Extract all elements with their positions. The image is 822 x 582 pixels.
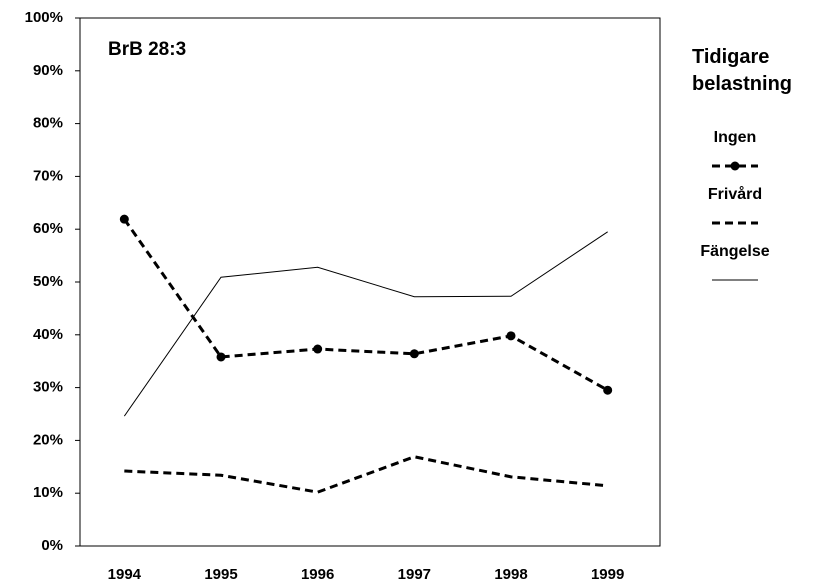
y-tick-label: 60% xyxy=(33,220,63,237)
marker xyxy=(506,331,516,341)
y-tick-label: 80% xyxy=(33,115,63,132)
x-tick-label: 1999 xyxy=(591,566,624,582)
x-tick-label: 1998 xyxy=(494,566,527,582)
annotation: BrB 28:3 xyxy=(108,39,186,60)
marker xyxy=(216,352,226,362)
x-tick-label: 1994 xyxy=(108,566,142,582)
marker xyxy=(409,349,419,359)
y-tick-label: 30% xyxy=(33,379,63,396)
x-tick-label: 1997 xyxy=(398,566,431,582)
x-tick-label: 1995 xyxy=(204,566,237,582)
marker xyxy=(313,344,323,354)
marker xyxy=(603,385,613,395)
legend-title: Tidigare belastning xyxy=(692,46,793,95)
y-tick-label: 70% xyxy=(33,167,63,184)
y-tick-label: 20% xyxy=(33,431,63,448)
series-line xyxy=(123,218,609,392)
legend-marker xyxy=(730,161,740,171)
y-tick-label: 0% xyxy=(41,537,63,554)
y-tick-label: 50% xyxy=(33,273,63,290)
x-tick-label: 1996 xyxy=(301,566,334,582)
y-tick-label: 100% xyxy=(25,9,63,26)
marker xyxy=(119,214,129,224)
legend-label: Frivård xyxy=(708,185,762,203)
legend-label: Ingen xyxy=(714,129,757,146)
legend-label: Fängelse xyxy=(700,243,769,260)
series-line xyxy=(124,455,608,494)
y-tick-label: 40% xyxy=(33,326,63,343)
y-tick-label: 10% xyxy=(33,484,63,501)
series-line xyxy=(123,231,608,417)
plot-frame xyxy=(79,17,661,547)
y-tick-label: 90% xyxy=(33,62,63,79)
